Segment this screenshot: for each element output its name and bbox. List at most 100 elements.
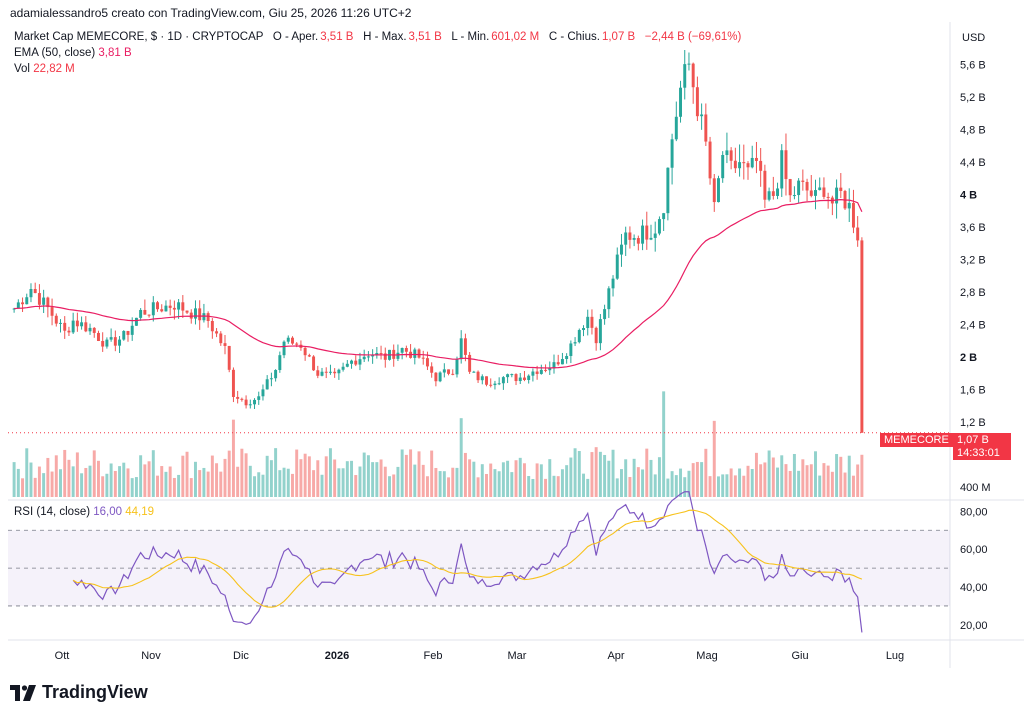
volume-bar [856,464,860,497]
volume-bar [202,467,206,497]
volume-bar [362,452,366,497]
volume-bar [164,471,168,497]
volume-bar [54,455,58,497]
volume-bar [607,460,611,497]
volume-bar [691,463,695,497]
candle-body [54,315,58,324]
candle-body [856,227,860,241]
volume-bar [717,476,720,497]
candle-body [312,356,316,371]
volume-bar [354,475,358,497]
volume-bar [573,448,577,497]
candle-body [168,305,172,308]
volume-bar [805,465,809,497]
candle-body [607,288,611,310]
legend-ema[interactable]: EMA (50, close) 3,81 B [14,47,132,59]
candle-body [151,302,155,316]
candle-body [215,331,219,334]
legend-low-value: 601,02 M [491,31,540,43]
volume-bar [257,472,261,497]
volume-bar [674,475,678,497]
volume-bar [88,465,92,497]
volume-bar [46,457,50,497]
candle-body [295,343,299,345]
volume-bar [337,468,341,497]
volume-bar [776,467,780,497]
x-tick-label: Ott [55,650,70,662]
volume-bar [274,448,278,497]
volume-bar [130,478,134,497]
volume-bar [489,463,493,497]
legend-volume[interactable]: Vol 22,82 M [14,63,75,75]
candle-body [134,317,138,326]
volume-bar [442,471,446,497]
candle-body [130,325,134,335]
volume-bar [611,449,615,497]
candle-body [653,233,657,238]
volume-bar [383,466,387,497]
candle-body [560,359,564,365]
candle-body [59,322,62,324]
candle-body [539,369,543,374]
legend-rsi-value: 16,00 [93,506,123,518]
candle-body [358,359,362,365]
volume-bar [71,466,75,497]
volume-bar [430,450,434,497]
volume-bar [493,469,497,497]
candle-body [417,349,421,358]
candle-body [261,389,265,397]
volume-bar [193,461,197,497]
volume-bar [784,464,788,497]
candle-body [421,357,425,359]
volume-bar [463,452,467,497]
rsi-tick-label: 60,00 [960,544,988,556]
candle-body [425,358,429,367]
volume-bar [619,469,623,497]
candle-body [847,202,851,209]
legend-title[interactable]: Market Cap MEMECORE, $ · 1D · CRYPTOCAP [14,31,264,43]
candle-body [733,160,737,169]
legend-rsi[interactable]: RSI (14, close) 16,00 44,19 [14,506,154,518]
volume-bar [206,471,210,497]
volume-bar [695,461,699,497]
candle-body [590,316,594,328]
y-tick-label: 2,4 B [960,320,986,332]
candle-body [12,308,16,310]
candle-body [750,157,754,168]
legend-change: −2,44 B (−69,61%) [644,31,742,43]
y-tick-label: 4,8 B [960,125,986,137]
candle-body [438,372,442,382]
currency-selector[interactable]: USD [962,32,986,44]
volume-bar [594,447,598,497]
candle-body [767,191,771,200]
y-tick-label: 1,2 B [960,417,986,429]
volume-bar [375,462,379,497]
y-tick-label: 1,6 B [960,385,986,397]
candle-body [472,371,476,373]
candle-body [721,155,725,179]
candle-body [269,378,273,380]
candle-body [46,297,50,308]
candle-body [244,399,248,406]
candle-body [328,371,332,373]
candle-body [37,293,41,305]
volume-bar [788,470,792,497]
tradingview-logo[interactable]: TradingView [10,682,148,703]
candle-body [375,353,379,356]
y-tick-label: 5,6 B [960,60,986,72]
candle-body [189,312,193,319]
volume-bar [582,473,585,497]
volume-bar [830,471,834,497]
candle-body [459,338,463,360]
candle-body [814,190,817,196]
price-tag-countdown: 14:33:01 [953,446,1011,460]
candle-body [147,314,151,316]
volume-bar [522,463,526,497]
volume-bar [527,476,531,497]
y-tick-label: 3,6 B [960,222,986,234]
candle-body [67,330,71,333]
volume-bar [366,455,370,497]
volume-bar [687,470,691,497]
candle-body [113,337,117,346]
